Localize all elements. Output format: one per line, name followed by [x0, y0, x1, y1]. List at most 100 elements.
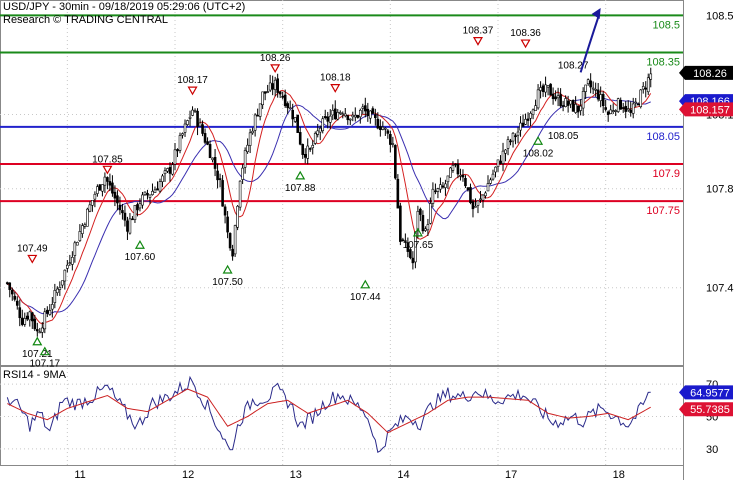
candle-body	[551, 93, 555, 100]
candle-body	[246, 144, 249, 152]
candle-body	[111, 182, 114, 194]
candle-body	[549, 83, 552, 96]
candle-body	[649, 73, 653, 80]
candle-body	[436, 188, 440, 192]
chart-title: USD/JPY - 30min - 09/18/2019 05:29:06 (U…	[3, 1, 246, 13]
candle	[131, 216, 134, 221]
candle-body	[541, 85, 545, 93]
candle	[346, 114, 350, 125]
candle-body	[364, 105, 367, 112]
candle	[263, 91, 267, 101]
candle	[544, 76, 547, 98]
level-label: 108.35	[646, 57, 680, 69]
candle-body	[5, 282, 9, 284]
candle-body	[336, 112, 340, 120]
swing-low-marker	[39, 346, 50, 356]
rsi-line	[6, 375, 651, 453]
candle	[30, 311, 34, 329]
candle	[316, 123, 320, 138]
candle	[419, 207, 422, 222]
candle-body	[609, 109, 612, 114]
candle-body	[256, 114, 259, 117]
candle-body	[30, 312, 34, 322]
candle	[176, 148, 179, 158]
candle	[609, 104, 612, 115]
candle-body	[241, 167, 244, 180]
swing-low-label: 107.44	[350, 292, 381, 303]
candle	[559, 88, 562, 108]
candle-body	[416, 210, 420, 231]
y-tick-label: 107.4	[706, 283, 734, 295]
candle-body	[133, 205, 137, 220]
swing-low-marker	[32, 336, 43, 346]
candle-body	[116, 195, 119, 204]
candle	[501, 142, 505, 172]
candle	[546, 85, 550, 96]
candle	[303, 148, 307, 164]
candle	[539, 81, 542, 99]
candle	[291, 103, 294, 127]
candle	[479, 190, 482, 203]
candle	[193, 108, 197, 113]
candle-body	[519, 122, 522, 131]
candle	[484, 191, 487, 199]
x-tick-label: 17	[505, 469, 517, 480]
candle	[333, 100, 337, 120]
candle-body	[489, 179, 492, 184]
rsi-badge: 55.7385	[679, 402, 733, 417]
candle	[51, 297, 54, 318]
candle	[211, 157, 214, 163]
candle	[158, 178, 162, 194]
candle-body	[168, 167, 172, 174]
candle-body	[25, 315, 29, 320]
candle-body	[561, 105, 565, 107]
candle-body	[33, 318, 37, 330]
candle-body	[396, 178, 400, 209]
candle	[161, 173, 164, 188]
candle-body	[394, 145, 397, 179]
candle-body	[616, 98, 620, 112]
candle-body	[479, 198, 482, 201]
candle	[28, 310, 32, 327]
candle-body	[156, 188, 159, 191]
candle	[321, 116, 325, 134]
candle	[238, 180, 242, 211]
candle-body	[66, 264, 69, 269]
candle	[313, 131, 317, 145]
candle-body	[606, 111, 610, 115]
candle-body	[81, 225, 84, 234]
x-tick-label: 12	[182, 469, 194, 480]
candle	[599, 86, 602, 108]
candle	[494, 166, 497, 178]
y-tick-label: 108.5	[706, 10, 734, 22]
candle-body	[604, 107, 607, 110]
candle-body	[201, 124, 204, 134]
candle	[596, 83, 600, 102]
candle	[624, 101, 628, 119]
chart-credit: Research © TRADING CENTRAL	[3, 14, 168, 26]
candle-body	[88, 204, 92, 212]
candle-body	[461, 174, 465, 178]
candle	[173, 142, 177, 171]
candle	[278, 91, 282, 98]
candle-body	[151, 191, 154, 195]
candle-body	[71, 257, 74, 265]
candle	[353, 107, 357, 122]
candle-body	[484, 192, 487, 197]
candle-body	[148, 194, 152, 198]
candle	[386, 128, 390, 139]
candle	[83, 222, 87, 229]
candle-body	[186, 120, 189, 125]
candle-body	[614, 110, 617, 112]
candle	[318, 125, 322, 141]
candle	[38, 327, 42, 334]
rsi-badge-label: 64.9577	[690, 387, 730, 399]
candle-body	[13, 295, 17, 300]
candle-body	[619, 99, 623, 110]
candle	[141, 191, 144, 209]
candle-body	[331, 109, 335, 116]
candle	[133, 205, 137, 223]
candle-body	[556, 95, 560, 99]
candle-body	[298, 132, 302, 145]
candle	[631, 97, 635, 119]
